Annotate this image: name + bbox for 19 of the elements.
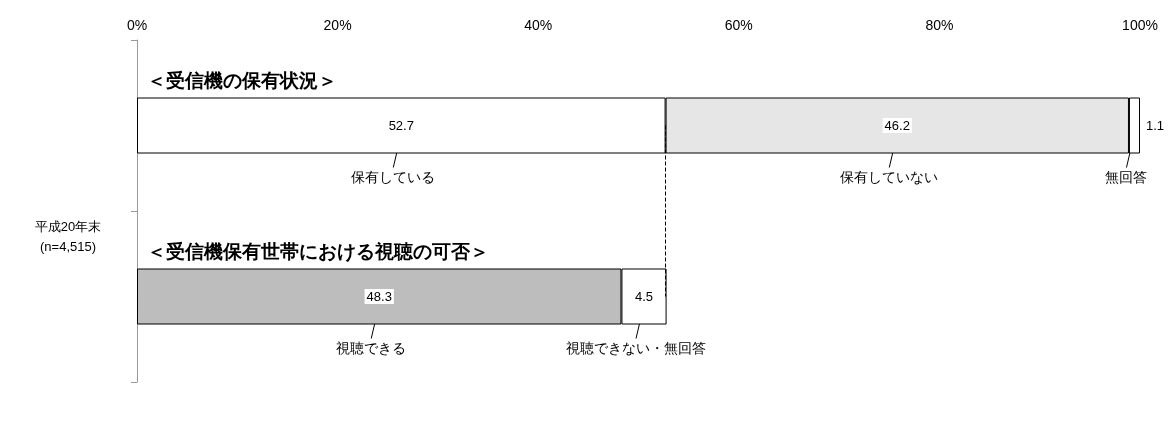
series-label: 保有していない <box>840 168 939 185</box>
y-axis-title: 平成20年末 (n=4,515) <box>34 218 102 254</box>
series-label: 視聴できない・無回答 <box>566 339 707 356</box>
x-tick-label: 60% <box>724 17 753 33</box>
data-label: 46.2 <box>884 118 910 133</box>
annotation: ＜受信機の保有状況＞ <box>147 69 337 91</box>
x-tick-label: 0% <box>126 17 148 33</box>
data-label: 48.3 <box>366 289 392 304</box>
x-tick-label: 20% <box>323 17 352 33</box>
data-label: 1.1 <box>1146 118 1165 133</box>
data-label: 4.5 <box>634 289 654 304</box>
x-tick-label: 100% <box>1122 17 1158 33</box>
annotation: ＜受信機保有世帯における視聴の可否＞ <box>147 240 489 262</box>
x-tick-label: 80% <box>925 17 954 33</box>
x-tick-label: 40% <box>524 17 553 33</box>
data-label: 52.7 <box>388 118 414 133</box>
series-label: 保有している <box>351 168 436 185</box>
series-label: 視聴できる <box>336 339 407 356</box>
series-label: 無回答 <box>1105 168 1148 185</box>
